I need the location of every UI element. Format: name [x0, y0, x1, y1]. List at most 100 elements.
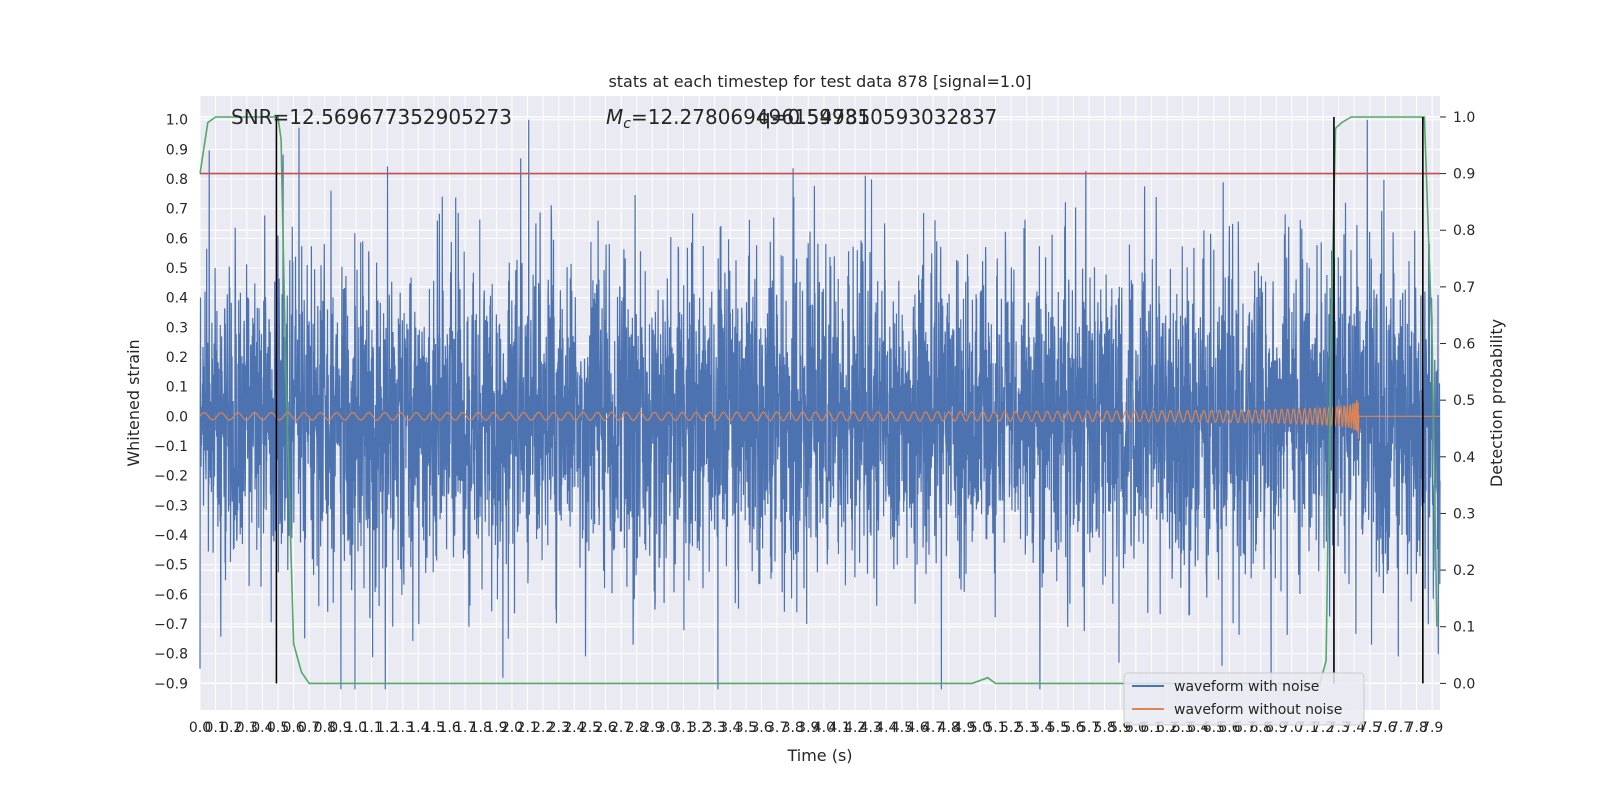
x-tick-label: 5.6 — [1062, 720, 1084, 736]
y-axis-label: Whitened strain — [124, 339, 143, 466]
y2-tick-label: 0.9 — [1453, 167, 1475, 183]
x-tick-label: 2.4 — [563, 720, 585, 736]
y-tick-label: −0.9 — [154, 676, 188, 692]
x-tick-label: 2.8 — [626, 720, 648, 736]
y2-tick-label: 1.0 — [1453, 110, 1475, 126]
mc-annotation: Mc=12.278069496154785 — [606, 105, 870, 132]
x-tick-label: 3.3 — [704, 720, 726, 736]
x-tick-label: 0.4 — [251, 720, 273, 736]
x-tick-label: 1.3 — [392, 720, 414, 736]
x-tick-label: 0.0 — [189, 720, 211, 736]
y-tick-label: 0.9 — [166, 142, 188, 158]
legend: waveform with noise waveform without noi… — [1123, 672, 1365, 726]
x-tick-label: 5.2 — [1000, 720, 1022, 736]
y-tick-label: −0.3 — [154, 498, 188, 514]
x-tick-label: 4.3 — [860, 720, 882, 736]
x-tick-label: 2.1 — [516, 720, 538, 736]
x-tick-label: 3.1 — [672, 720, 694, 736]
y-tick-label: 0.7 — [166, 202, 188, 218]
x-tick-label: 4.1 — [828, 720, 850, 736]
x-tick-label: 2.7 — [610, 720, 632, 736]
y-tick-label: −0.7 — [154, 617, 188, 633]
snr-annotation: SNR=12.569677352905273 — [231, 105, 512, 129]
y2-tick-label: 0.8 — [1453, 223, 1475, 239]
y-tick-label: 0.4 — [166, 291, 188, 307]
y2-axis-label: Detection probability — [1487, 319, 1506, 487]
y-tick-label: 0.1 — [166, 380, 188, 396]
x-tick-label: 4.9 — [953, 720, 975, 736]
x-tick-label: 1.0 — [345, 720, 367, 736]
x-tick-label: 4.4 — [875, 720, 897, 736]
x-tick-label: 3.7 — [766, 720, 788, 736]
y2-tick-label: 0.2 — [1453, 563, 1475, 579]
x-tick-label: 3.9 — [797, 720, 819, 736]
x-tick-label: 2.3 — [548, 720, 570, 736]
x-tick-label: 4.7 — [922, 720, 944, 736]
x-tick-label: 0.3 — [236, 720, 258, 736]
series-waveform-without-noise — [199, 399, 1440, 439]
x-tick-label: 0.7 — [298, 720, 320, 736]
x-tick-label: 5.3 — [1016, 720, 1038, 736]
mc-value: =12.278069496154785 — [631, 105, 870, 129]
y-tick-label: −0.8 — [154, 647, 188, 663]
x-tick-label: 3.6 — [750, 720, 772, 736]
x-tick-label: 7.8 — [1405, 720, 1427, 736]
x-tick-label: 4.8 — [938, 720, 960, 736]
x-tick-label: 1.4 — [407, 720, 429, 736]
y-tick-label: −0.4 — [154, 528, 188, 544]
x-tick-label: 4.0 — [813, 720, 835, 736]
x-tick-label: 1.8 — [470, 720, 492, 736]
x-tick-label: 0.6 — [282, 720, 304, 736]
x-tick-label: 7.5 — [1359, 720, 1381, 736]
y-tick-label: 0.3 — [166, 320, 188, 336]
x-tick-label: 0.5 — [267, 720, 289, 736]
x-tick-label: 0.1 — [204, 720, 226, 736]
legend-label-noise: waveform with noise — [1174, 679, 1319, 695]
legend-box — [1123, 672, 1365, 726]
series-waveform-with-noise — [199, 119, 1441, 690]
x-tick-label: 7.7 — [1390, 720, 1412, 736]
noise-waveform-path — [199, 119, 1441, 690]
y-tick-label: 0.6 — [166, 231, 188, 247]
x-tick-label: 1.6 — [438, 720, 460, 736]
y2-tick-label: 0.3 — [1453, 506, 1475, 522]
q-annotation: q=0.599310593032837 — [758, 105, 997, 129]
x-tick-label: 7.6 — [1374, 720, 1396, 736]
x-tick-label: 0.9 — [329, 720, 351, 736]
x-tick-label: 5.4 — [1031, 720, 1053, 736]
x-tick-label: 1.2 — [376, 720, 398, 736]
x-axis-label: Time (s) — [786, 746, 852, 765]
y-tick-label: −0.5 — [154, 558, 188, 574]
y2-tick-label: 0.1 — [1453, 620, 1475, 636]
x-tick-label: 2.6 — [594, 720, 616, 736]
x-tick-label: 5.8 — [1094, 720, 1116, 736]
x-tick-label: 7.9 — [1421, 720, 1443, 736]
series-detection-probability — [199, 116, 1438, 685]
x-tick-label: 3.5 — [735, 720, 757, 736]
x-tick-label: 3.8 — [782, 720, 804, 736]
x-tick-label: 2.5 — [579, 720, 601, 736]
x-tick-label: 5.1 — [984, 720, 1006, 736]
y-tick-label: −0.2 — [154, 469, 188, 485]
x-tick-label: 2.9 — [641, 720, 663, 736]
x-tick-label: 4.2 — [844, 720, 866, 736]
x-tick-label: 4.6 — [906, 720, 928, 736]
y-tick-label: 0.8 — [166, 172, 188, 188]
y-tick-label: −0.1 — [154, 439, 188, 455]
chart-title: stats at each timestep for test data 878… — [608, 72, 1031, 91]
x-tick-label: 0.2 — [220, 720, 242, 736]
y-tick-labels: −0.9 −0.8 −0.7 −0.6 −0.5 −0.4 −0.3 −0.2 −0.1 0.0 0… — [154, 113, 188, 693]
x-tick-label: 3.2 — [688, 720, 710, 736]
y-tick-label: 0.5 — [166, 261, 188, 277]
probability-path — [199, 116, 1438, 685]
x-tick-label: 5.5 — [1047, 720, 1069, 736]
y-tick-label: 0.2 — [166, 350, 188, 366]
y2-tick-label: 0.0 — [1453, 676, 1475, 692]
x-tick-label: 1.5 — [423, 720, 445, 736]
x-tick-label: 3.0 — [657, 720, 679, 736]
x-tick-label: 1.9 — [485, 720, 507, 736]
x-tick-label: 2.2 — [532, 720, 554, 736]
x-tick-label: 5.7 — [1078, 720, 1100, 736]
y2-tick-label: 0.6 — [1453, 337, 1475, 353]
